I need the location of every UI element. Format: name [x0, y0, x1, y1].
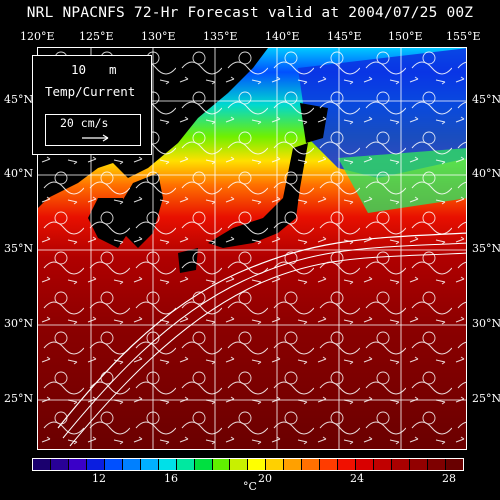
colorbar-tick-24: 24: [350, 472, 364, 485]
colorbar-swatch: [33, 459, 51, 470]
colorbar-swatch: [302, 459, 321, 470]
colorbar-swatch: [427, 459, 446, 470]
lon-label-130e: 130°E: [141, 30, 176, 43]
colorbar-swatch: [50, 459, 69, 470]
lon-label-120e: 120°E: [20, 30, 55, 43]
colorbar-tick-16: 16: [164, 472, 178, 485]
lat-label-left-30n: 30°N: [4, 317, 34, 330]
colorbar-swatch: [140, 459, 159, 470]
kuroshio-streamline: [62, 242, 466, 439]
colorbar-tick-12: 12: [92, 472, 106, 485]
colorbar-swatch: [320, 459, 339, 470]
colorbar-swatch: [248, 459, 267, 470]
vector-scale-box: 20 cm/s: [45, 114, 141, 146]
colorbar-swatch: [445, 459, 463, 470]
colorbar-swatch: [122, 459, 141, 470]
colorbar-swatch: [194, 459, 213, 470]
vector-scale-arrow: [82, 134, 109, 142]
lon-label-150e: 150°E: [388, 30, 423, 43]
colorbar-swatch: [212, 459, 231, 470]
colorbar-swatch: [374, 459, 393, 470]
lat-label-right-30n: 30°N: [472, 317, 500, 330]
lat-label-left-35n: 35°N: [4, 242, 34, 255]
lat-label-right-45n: 45°N: [472, 93, 500, 106]
lat-label-right-40n: 40°N: [472, 167, 500, 180]
lat-label-right-35n: 35°N: [472, 242, 500, 255]
colorbar-swatch: [158, 459, 177, 470]
lon-label-135e: 135°E: [203, 30, 238, 43]
map-legend: 10 m Temp/Current 20 cm/s: [32, 55, 152, 155]
lat-label-left-25n: 25°N: [4, 392, 34, 405]
colorbar-tick-28: 28: [442, 472, 456, 485]
map-title: NRL NPACNFS 72-Hr Forecast valid at 2004…: [26, 5, 474, 21]
temperature-colorbar: [32, 458, 464, 471]
legend-field: Temp/Current: [45, 84, 136, 99]
kuroshio-streamline: [57, 232, 466, 429]
lat-label-left-45n: 45°N: [4, 93, 34, 106]
vector-scale-label: 20 cm/s: [60, 116, 109, 130]
legend-level-unit: m: [109, 62, 117, 77]
colorbar-swatch: [338, 459, 357, 470]
colorbar-swatch: [266, 459, 285, 470]
colorbar-swatch: [284, 459, 303, 470]
colorbar-swatch: [86, 459, 105, 470]
lat-label-left-40n: 40°N: [4, 167, 34, 180]
colorbar-swatch: [104, 459, 123, 470]
kuroshio-streamline: [69, 252, 466, 447]
colorbar-swatch: [176, 459, 195, 470]
lon-label-155e: 155°E: [446, 30, 481, 43]
colorbar-swatch: [230, 459, 249, 470]
colorbar-swatch: [392, 459, 411, 470]
lon-label-125e: 125°E: [79, 30, 114, 43]
legend-level: 10: [71, 62, 87, 77]
graticule: [38, 48, 466, 449]
lon-label-145e: 145°E: [327, 30, 362, 43]
colorbar-swatch: [356, 459, 375, 470]
colorbar-swatch: [410, 459, 428, 470]
lon-label-140e: 140°E: [265, 30, 300, 43]
lat-label-right-25n: 25°N: [472, 392, 500, 405]
colorbar-unit: °C: [243, 480, 257, 493]
colorbar-tick-20: 20: [258, 472, 272, 485]
colorbar-swatch: [68, 459, 87, 470]
